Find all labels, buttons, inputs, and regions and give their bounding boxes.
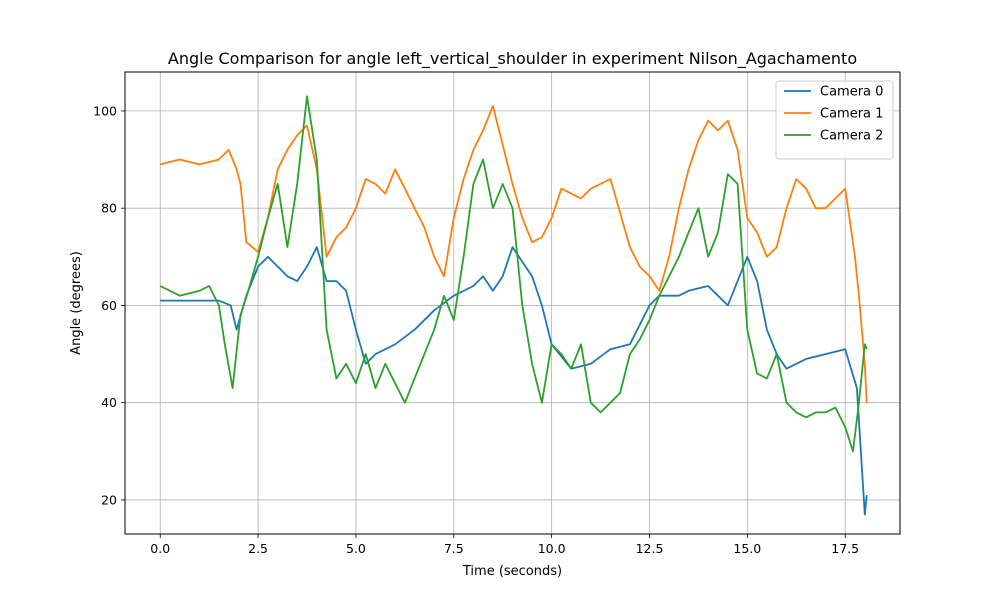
x-tick-label: 12.5 — [636, 541, 664, 556]
grid — [125, 72, 900, 534]
x-tick-label: 0.0 — [150, 541, 170, 556]
plot-frame — [124, 71, 901, 535]
y-tick-label: 100 — [93, 103, 117, 118]
legend-label: Camera 2 — [820, 129, 883, 144]
x-axis-label: Time (seconds) — [462, 564, 562, 579]
x-tick-label: 5.0 — [346, 541, 366, 556]
y-tick-label: 20 — [101, 492, 117, 507]
x-tick-label: 15.0 — [733, 541, 761, 556]
legend-label: Camera 1 — [820, 107, 883, 122]
series-lines — [159, 95, 868, 516]
y-tick-label: 40 — [101, 395, 117, 410]
x-tick-label: 17.5 — [831, 541, 859, 556]
legend-box — [775, 80, 894, 160]
x-tick-label: 10.0 — [538, 541, 566, 556]
chart-title: Angle Comparison for angle left_vertical… — [168, 49, 857, 69]
y-tick-label: 60 — [101, 298, 117, 313]
series-line-camera-1 — [159, 105, 868, 403]
y-tick-label: 80 — [101, 201, 117, 216]
x-tick-label: 7.5 — [444, 541, 464, 556]
axis-ticks: 0.0 2.5 5.0 7.5 10.0 12.5 15.0 17.5 20 40 60 80 100 — [93, 103, 859, 556]
x-tick-label: 2.5 — [248, 541, 268, 556]
series-line-camera-0 — [160, 246, 868, 516]
legend: Camera 0 Camera 1 Camera 2 — [775, 80, 894, 160]
legend-label: Camera 0 — [820, 85, 883, 100]
y-axis-label: Angle (degrees) — [69, 251, 84, 355]
series-line-camera-2 — [159, 95, 868, 453]
